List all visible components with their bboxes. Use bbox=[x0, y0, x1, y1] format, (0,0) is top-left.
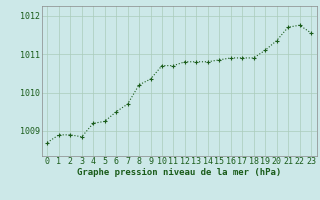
X-axis label: Graphe pression niveau de la mer (hPa): Graphe pression niveau de la mer (hPa) bbox=[77, 168, 281, 177]
